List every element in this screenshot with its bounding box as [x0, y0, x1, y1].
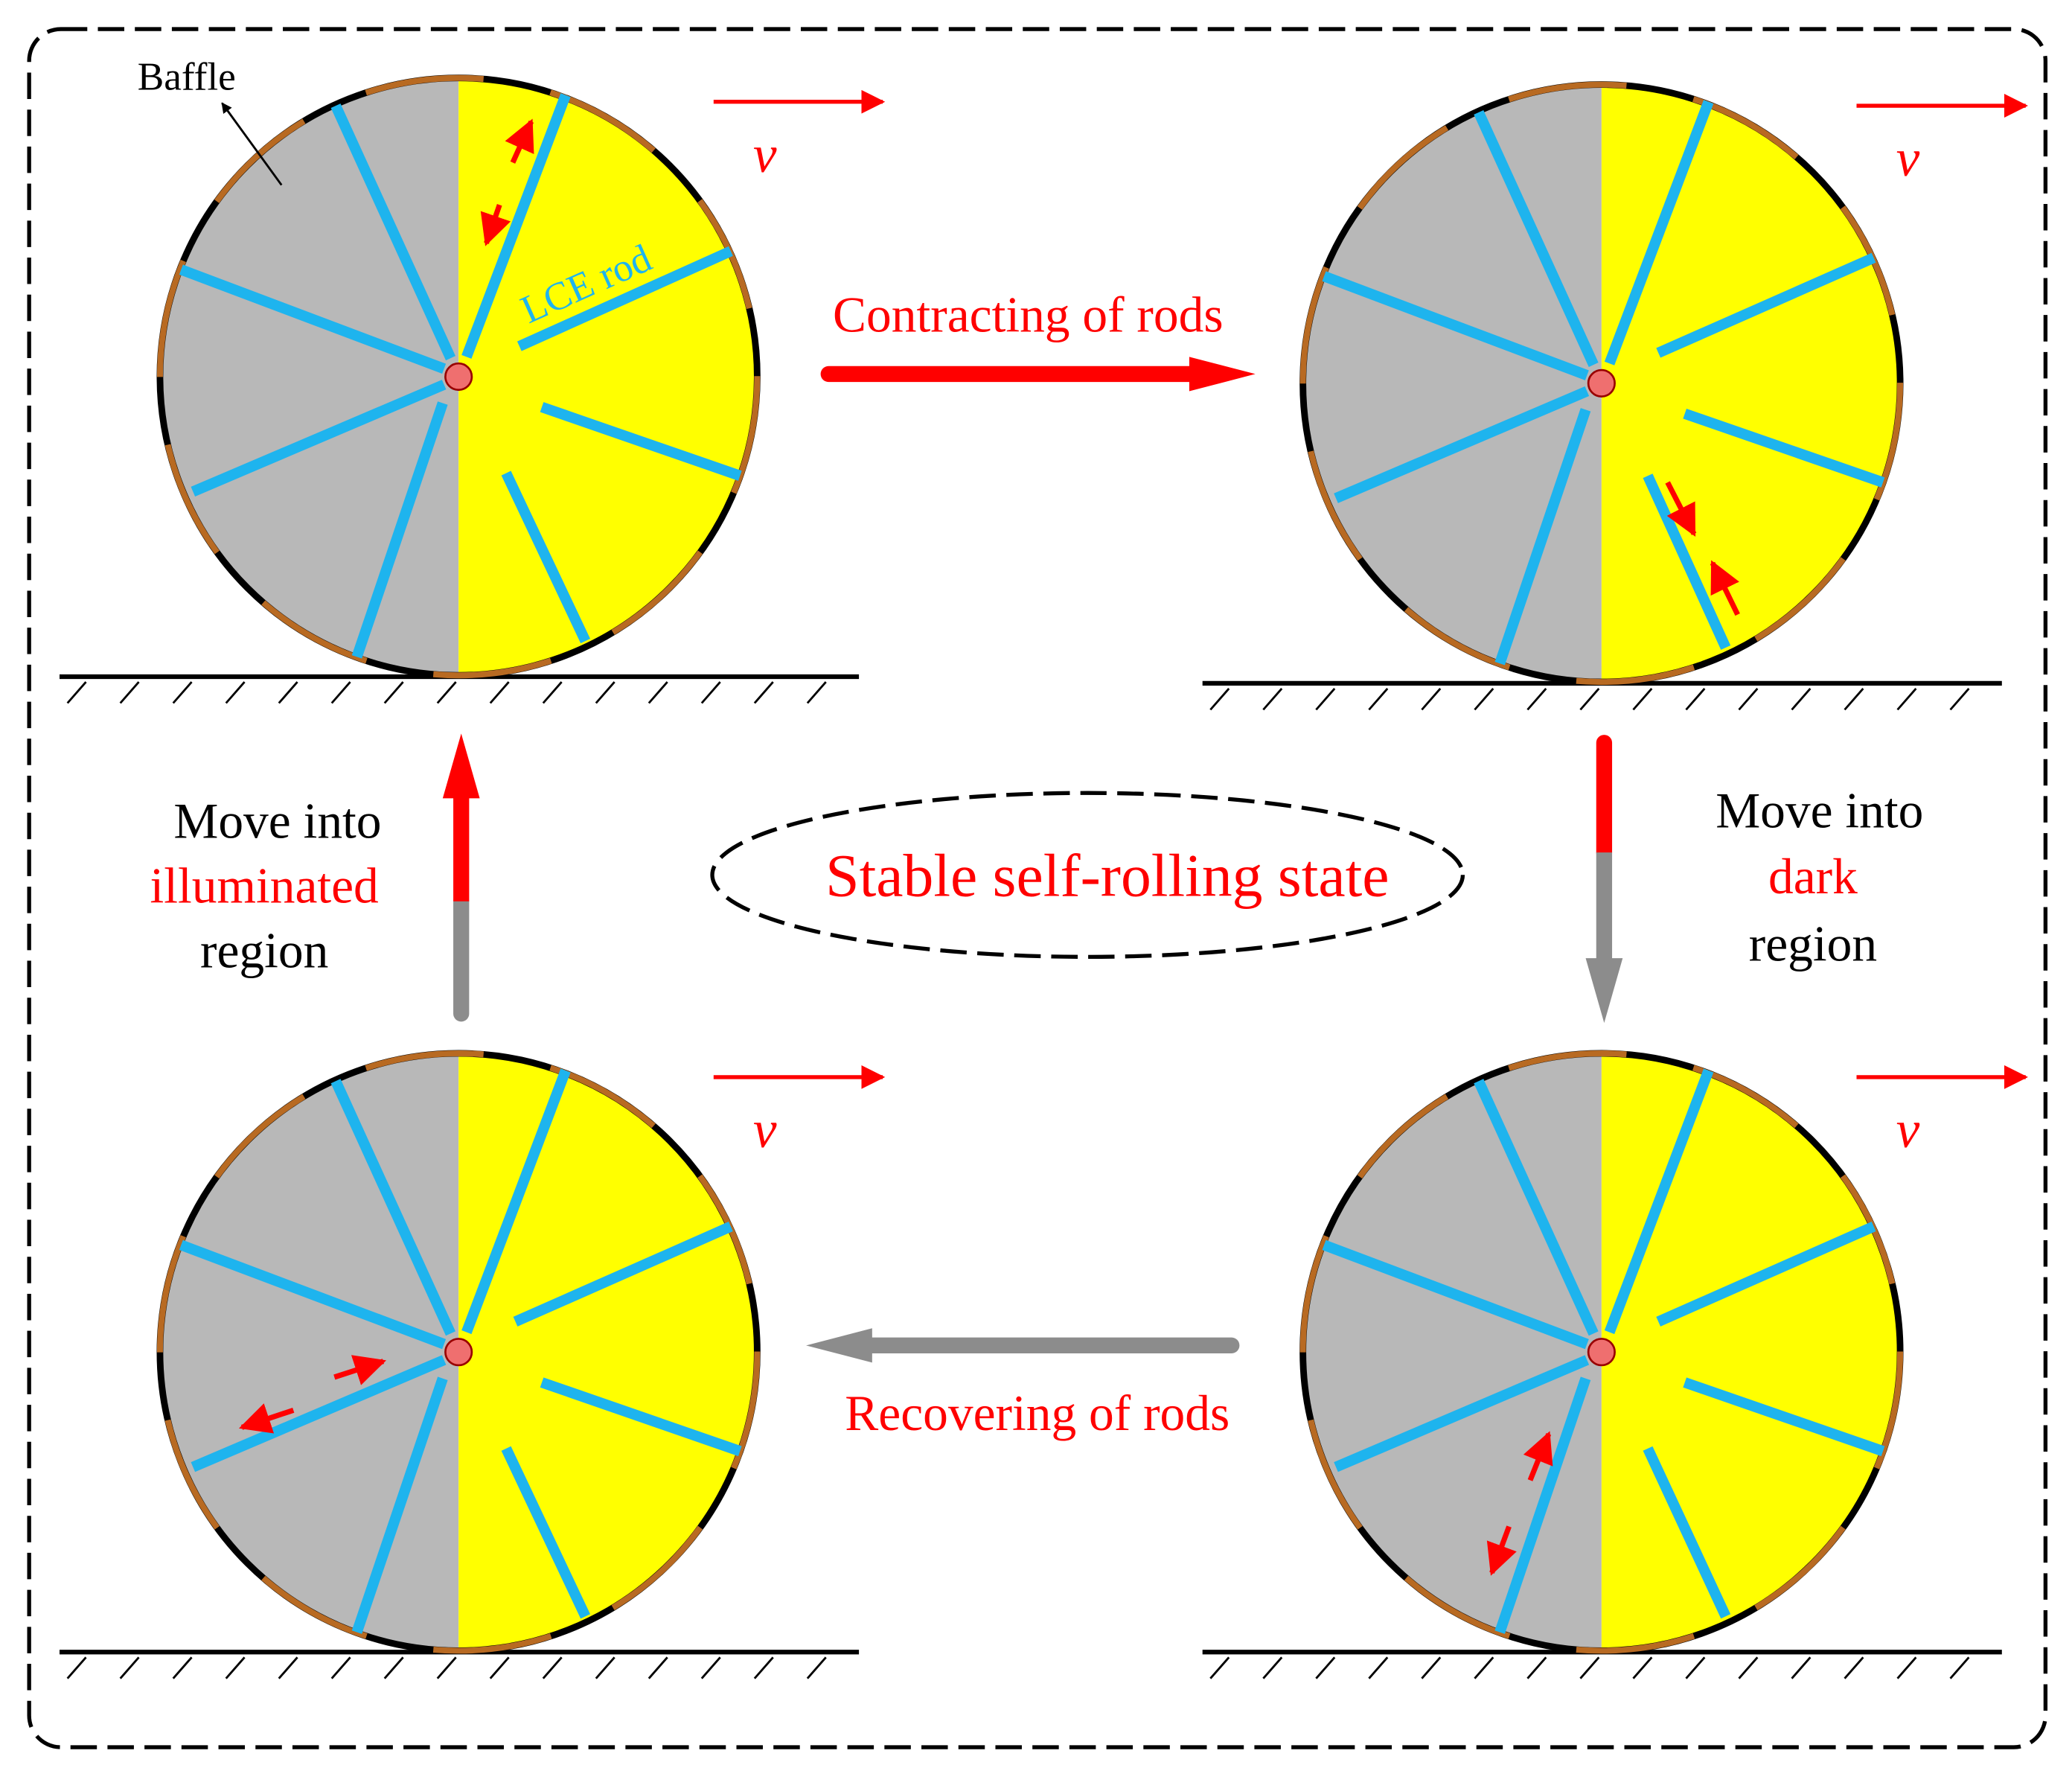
stable-state-ellipse — [710, 791, 1465, 960]
move-to-illuminated-arrow — [442, 733, 480, 1022]
wheel-bottom-right: v — [1202, 1050, 2028, 1679]
lce-rods — [179, 1068, 742, 1634]
lce-rod — [461, 1068, 571, 1335]
velocity-label: v — [753, 126, 777, 184]
ground-hatch — [66, 1656, 827, 1679]
baffle-ring — [1299, 1050, 1904, 1654]
dark-half — [162, 1056, 459, 1648]
lce-rod — [1643, 473, 1731, 650]
baffle-pointer-arrow — [221, 102, 283, 186]
rod-strain-arrow — [238, 1403, 295, 1434]
lce-rod — [501, 470, 591, 644]
lce-rod — [1334, 1355, 1590, 1472]
lce-rod — [501, 1446, 591, 1619]
lce-rod — [1604, 1068, 1714, 1335]
illuminated-half — [1601, 87, 1898, 680]
lce-rod — [1656, 1222, 1876, 1327]
rod-strain-arrow — [505, 118, 534, 164]
lce-rods — [1322, 100, 1885, 666]
ground-hatch — [1209, 688, 1970, 711]
lce-rod — [1604, 100, 1714, 366]
rod-strain-arrow — [480, 204, 511, 246]
rod-strain-arrow — [333, 1355, 387, 1385]
wheel-hub — [1587, 368, 1616, 398]
wheel-hub — [444, 362, 473, 392]
lce-rods — [179, 93, 742, 659]
illuminated-half — [458, 80, 755, 673]
move-dark-line3: region — [1749, 916, 1877, 972]
lce-rod — [179, 264, 447, 374]
lce-rod — [1494, 408, 1591, 666]
lce-rod — [1322, 271, 1589, 380]
ground-hatch — [66, 681, 827, 704]
wheel-bottom-left: v — [59, 1050, 886, 1679]
lce-rod — [1494, 1376, 1591, 1634]
lce-rod — [1334, 386, 1590, 503]
baffle-ring — [156, 1050, 761, 1654]
lce-rod — [179, 1239, 447, 1350]
lce-rod — [1656, 252, 1876, 358]
lce-rod — [351, 401, 448, 659]
lce-rod — [330, 103, 455, 361]
velocity-label: v — [753, 1101, 777, 1159]
move-dark-line2: dark — [1768, 849, 1858, 904]
illuminated-half — [458, 1056, 755, 1648]
lce-rod — [1643, 1446, 1731, 1619]
ground-hatch — [1209, 1656, 1970, 1679]
lce-rod — [351, 1376, 448, 1634]
illuminated-half — [1601, 1056, 1898, 1648]
rod-strain-arrow — [1486, 1525, 1517, 1576]
recovering-label: Recovering of rods — [845, 1385, 1230, 1441]
move-illuminated-line2: illuminated — [150, 858, 379, 914]
rod-strain-arrow — [1523, 1431, 1553, 1481]
move-illuminated-line3: region — [200, 923, 328, 979]
lce-rod — [1683, 408, 1885, 488]
lce-rod — [513, 1222, 733, 1327]
move-illuminated-line1: Move into — [173, 794, 381, 849]
lce-rod — [540, 1377, 742, 1457]
stable-state-label: Stable self-rolling state — [825, 842, 1389, 910]
move-dark-line1: Move into — [1716, 782, 1923, 838]
lce-rod — [191, 1355, 447, 1472]
wheel-hub — [444, 1338, 473, 1367]
lce-rod — [517, 246, 733, 351]
dark-half — [1305, 87, 1602, 680]
wheel-top-left: Baffle LCE rod v — [59, 55, 886, 704]
rod-strain-arrow — [1665, 481, 1697, 537]
baffle-ring — [1299, 81, 1904, 686]
baffle-ring — [156, 74, 761, 679]
velocity-label: v — [1896, 130, 1920, 188]
dark-half — [1305, 1056, 1602, 1648]
outer-dashed-frame — [27, 27, 2048, 1749]
baffle-label: Baffle — [138, 55, 236, 99]
lce-rod — [540, 402, 742, 481]
lce-rod — [461, 93, 571, 359]
lce-rod — [1474, 1079, 1599, 1336]
wheel-hub — [1587, 1338, 1616, 1367]
dark-half — [162, 80, 459, 673]
move-to-dark-arrow — [1585, 735, 1623, 1024]
lce-rod — [1322, 1239, 1589, 1350]
lce-rod — [1474, 109, 1599, 367]
velocity-label: v — [1896, 1101, 1920, 1159]
contracting-arrow — [820, 357, 1256, 392]
lce-rod — [191, 380, 447, 497]
lce-rods — [1322, 1068, 1885, 1634]
wheel-top-right: v — [1202, 81, 2028, 711]
recovering-arrow — [806, 1328, 1240, 1363]
rod-strain-arrow — [1710, 560, 1740, 616]
lce-rod — [1683, 1377, 1885, 1457]
contracting-label: Contracting of rods — [833, 287, 1224, 343]
lce-rod — [330, 1079, 455, 1336]
